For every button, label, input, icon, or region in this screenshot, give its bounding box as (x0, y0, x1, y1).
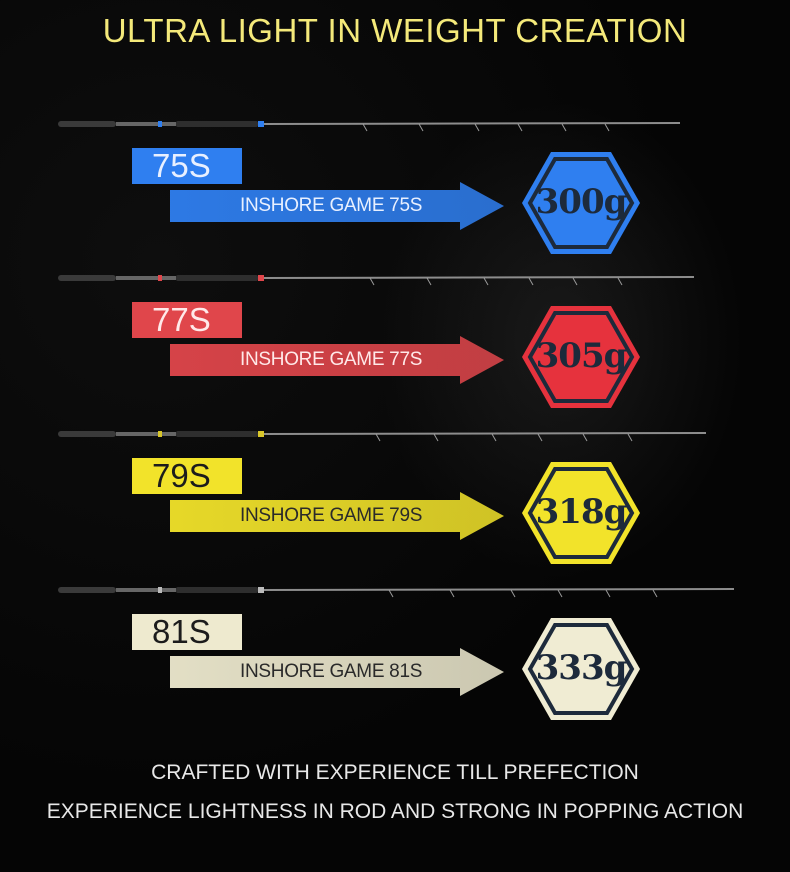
page-title: ULTRA LIGHT IN WEIGHT CREATION (102, 12, 688, 49)
fishing-rod-image (58, 428, 706, 442)
model-name-label: INSHORE GAME 79S (240, 505, 423, 526)
weight-value: 305g (535, 336, 628, 376)
model-code-tab: 79S (132, 458, 242, 494)
tagline-secondary: EXPERIENCE LIGHTNESS IN ROD AND STRONG I… (46, 800, 744, 823)
arrow-right-icon (170, 492, 506, 542)
fishing-rod-image (58, 584, 734, 598)
weight-hexagon-badge (520, 460, 642, 566)
arrow-right-icon (170, 336, 506, 386)
model-code-tab: 75S (132, 148, 242, 184)
model-name-label: INSHORE GAME 81S (240, 661, 423, 682)
model-code-tab: 81S (132, 614, 242, 650)
model-name-label: INSHORE GAME 75S (240, 195, 423, 216)
weight-value: 300g (535, 182, 628, 222)
model-name-label: INSHORE GAME 77S (240, 349, 423, 370)
model-code-tab: 77S (132, 302, 242, 338)
fishing-rod-image (58, 272, 694, 286)
arrow-right-icon (170, 648, 506, 698)
weight-hexagon-badge (520, 150, 642, 256)
weight-value: 318g (535, 492, 628, 532)
fishing-rod-image (58, 118, 680, 132)
weight-hexagon-badge (520, 304, 642, 410)
tagline-primary: CRAFTED WITH EXPERIENCE TILL PREFECTION (151, 761, 639, 784)
weight-value: 333g (535, 648, 628, 688)
arrow-right-icon (170, 182, 506, 232)
weight-hexagon-badge (520, 616, 642, 722)
